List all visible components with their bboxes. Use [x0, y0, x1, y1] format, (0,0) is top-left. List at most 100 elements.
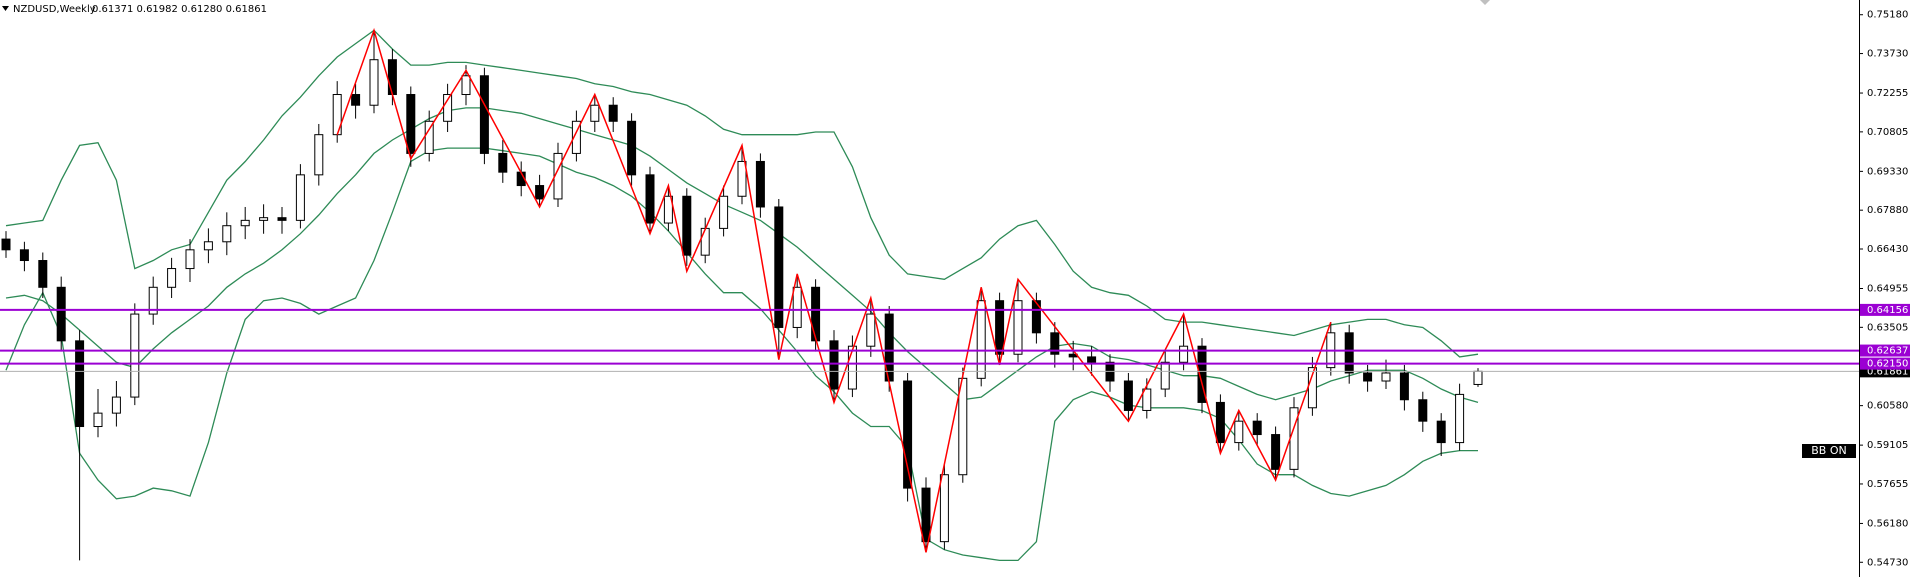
candle-body — [424, 120, 434, 154]
candle-body — [719, 195, 729, 229]
candle-body — [130, 313, 140, 398]
candle-body — [682, 195, 692, 256]
candle-body — [1123, 380, 1133, 411]
candle-body — [185, 249, 195, 270]
candle-body — [1160, 361, 1170, 390]
symbol-title: NZDUSD,Weekly — [13, 4, 96, 15]
candle-body — [314, 134, 324, 176]
candle-body — [1050, 332, 1060, 355]
candle-body — [774, 206, 784, 328]
candle-body — [608, 104, 618, 122]
candle-body — [38, 260, 48, 288]
candle-body — [535, 185, 545, 200]
y-tick-label: 0.72255 — [1867, 88, 1908, 99]
candle-body — [1013, 300, 1023, 355]
candle-body — [737, 160, 747, 197]
bollinger-band — [5, 147, 1478, 562]
y-tick-label: 0.67880 — [1867, 205, 1908, 216]
indicator-label: BB ON — [1811, 444, 1846, 457]
candle-body — [203, 241, 213, 251]
candle-body — [1436, 420, 1446, 444]
candle-body — [75, 340, 85, 428]
level-label: 0.64156 — [1867, 305, 1908, 316]
level-label: 0.62150 — [1867, 359, 1908, 370]
candle-body — [148, 286, 158, 315]
candle-body — [1252, 420, 1262, 436]
candle-body — [461, 75, 471, 96]
candle-body — [1344, 332, 1354, 374]
y-tick-label: 0.59105 — [1867, 440, 1908, 451]
candle-body — [903, 380, 913, 489]
candle-body — [1142, 388, 1152, 411]
candle-body — [259, 217, 269, 221]
candle-body — [1215, 401, 1225, 444]
candle-body — [590, 104, 600, 122]
candle-body — [700, 227, 710, 256]
y-tick-label: 0.56180 — [1867, 518, 1908, 529]
y-tick-label: 0.73730 — [1867, 49, 1908, 60]
candle-body — [369, 59, 379, 106]
candle-body — [498, 152, 508, 173]
y-tick-label: 0.54730 — [1867, 557, 1908, 568]
candle-body — [222, 225, 232, 243]
candle-body — [351, 94, 361, 106]
y-tick-label: 0.75180 — [1867, 10, 1908, 21]
ohlc-values: 0.61371 0.61982 0.61280 0.61861 — [92, 4, 267, 15]
menu-arrow[interactable] — [2, 6, 9, 11]
scroll-marker — [1480, 0, 1490, 5]
candle-body — [829, 340, 839, 390]
y-tick-label: 0.70805 — [1867, 127, 1908, 138]
candle-body — [1031, 300, 1041, 334]
candle-body — [93, 412, 103, 428]
candle-body — [56, 286, 66, 342]
candle-body — [295, 174, 305, 221]
candle-body — [277, 217, 287, 221]
candle-body — [976, 300, 986, 379]
candle-body — [645, 174, 655, 224]
candle-body — [921, 487, 931, 543]
candle-body — [240, 219, 250, 227]
candle-body — [1399, 372, 1409, 401]
candle-body — [866, 313, 876, 347]
candle-body — [111, 396, 121, 414]
candle-body — [995, 300, 1005, 355]
candle-body — [1455, 393, 1465, 444]
candle-body — [939, 474, 949, 543]
candle-body — [811, 286, 821, 342]
y-tick-label: 0.57655 — [1867, 479, 1908, 490]
candle-body — [847, 345, 857, 390]
candle-body — [1363, 372, 1373, 382]
current-price-label: 0.61861 — [1867, 366, 1908, 377]
candle-body — [1179, 345, 1189, 363]
candle-body — [663, 195, 673, 224]
candle-body — [1087, 356, 1097, 363]
candle-body — [1473, 370, 1483, 385]
y-tick-label: 0.63505 — [1867, 322, 1908, 333]
y-tick-label: 0.69330 — [1867, 166, 1908, 177]
candle-body — [406, 94, 416, 154]
candle-body — [1197, 345, 1207, 403]
zigzag — [336, 27, 1332, 553]
candle-body — [19, 249, 29, 262]
candle-body — [387, 59, 397, 96]
y-tick-label: 0.64955 — [1867, 284, 1908, 295]
candle-body — [443, 94, 453, 122]
candle-body — [792, 286, 802, 328]
indicator-box — [1802, 444, 1856, 458]
candle-body — [1234, 420, 1244, 444]
level-box — [1860, 344, 1910, 357]
candle-body — [167, 268, 177, 288]
candle-body — [1418, 399, 1428, 422]
candle-body — [1, 238, 11, 251]
level-box — [1860, 303, 1910, 316]
bollinger-band — [5, 107, 1479, 404]
candle-body — [1381, 372, 1391, 382]
level-label: 0.62637 — [1867, 346, 1908, 357]
candle-body — [1271, 434, 1281, 470]
candle-body — [627, 120, 637, 176]
candle-body — [755, 160, 765, 208]
level-box — [1860, 357, 1910, 370]
